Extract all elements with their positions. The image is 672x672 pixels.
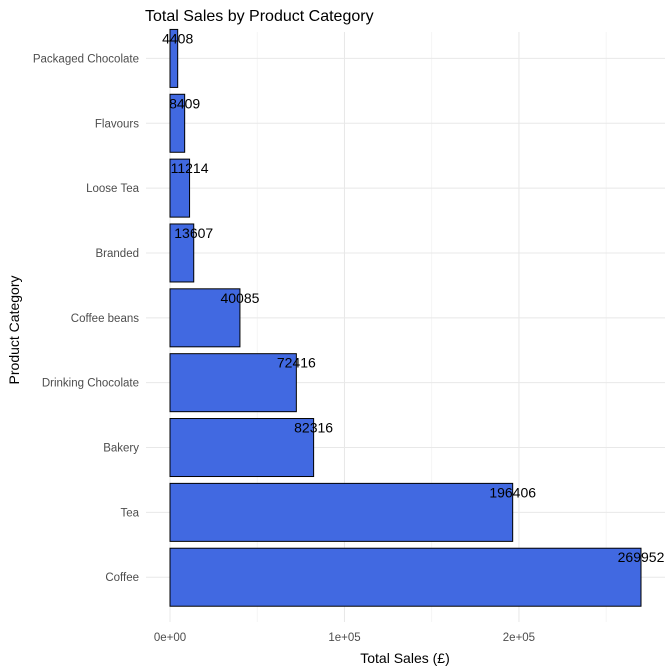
x-tick-label: 2e+05 xyxy=(503,632,535,644)
data-label: 196406 xyxy=(489,484,536,500)
y-tick-label: Branded xyxy=(96,248,139,260)
data-label: 8409 xyxy=(169,95,200,111)
data-label: 13607 xyxy=(174,225,213,241)
bar-packaged-chocolate xyxy=(169,28,179,88)
bar-coffee xyxy=(169,547,642,607)
bar-flavours xyxy=(169,93,186,153)
data-label: 72416 xyxy=(277,355,316,371)
y-tick-label: Coffee beans xyxy=(71,313,139,325)
bars-layer xyxy=(169,28,642,607)
x-tick-label: 0e+00 xyxy=(154,632,186,644)
bar-loose-tea xyxy=(169,158,191,218)
y-tick-label: Coffee xyxy=(105,572,139,584)
bar-branded xyxy=(169,223,195,283)
y-tick-label: Drinking Chocolate xyxy=(42,378,139,390)
x-axis-title: Total Sales (£) xyxy=(360,650,449,666)
data-label: 82316 xyxy=(294,420,333,436)
y-tick-labels: Coffee Tea Bakery Drinking Chocolate Coffee … xyxy=(33,53,140,584)
x-tick-label: 1e+05 xyxy=(328,632,360,644)
data-label: 269952 xyxy=(618,549,665,565)
data-label: 40085 xyxy=(220,290,259,306)
data-labels-layer: 269952 196406 82316 72416 40085 13607 11214 840… xyxy=(162,30,664,565)
y-tick-label: Bakery xyxy=(103,443,139,455)
data-label: 4408 xyxy=(162,30,193,46)
y-axis-title: Product Category xyxy=(6,276,22,385)
y-tick-label: Packaged Chocolate xyxy=(33,53,139,65)
chart-title: Total Sales by Product Category xyxy=(145,8,374,25)
y-tick-label: Flavours xyxy=(95,118,139,130)
bar-bakery xyxy=(169,418,315,478)
y-tick-label: Loose Tea xyxy=(86,183,139,195)
bar-drinking-chocolate xyxy=(169,353,297,413)
y-tick-label: Tea xyxy=(120,507,139,519)
x-tick-labels: 0e+00 1e+05 2e+05 xyxy=(154,632,535,644)
data-label: 11214 xyxy=(171,160,209,176)
bar-tea xyxy=(169,482,514,542)
bar-coffee-beans xyxy=(169,288,241,348)
